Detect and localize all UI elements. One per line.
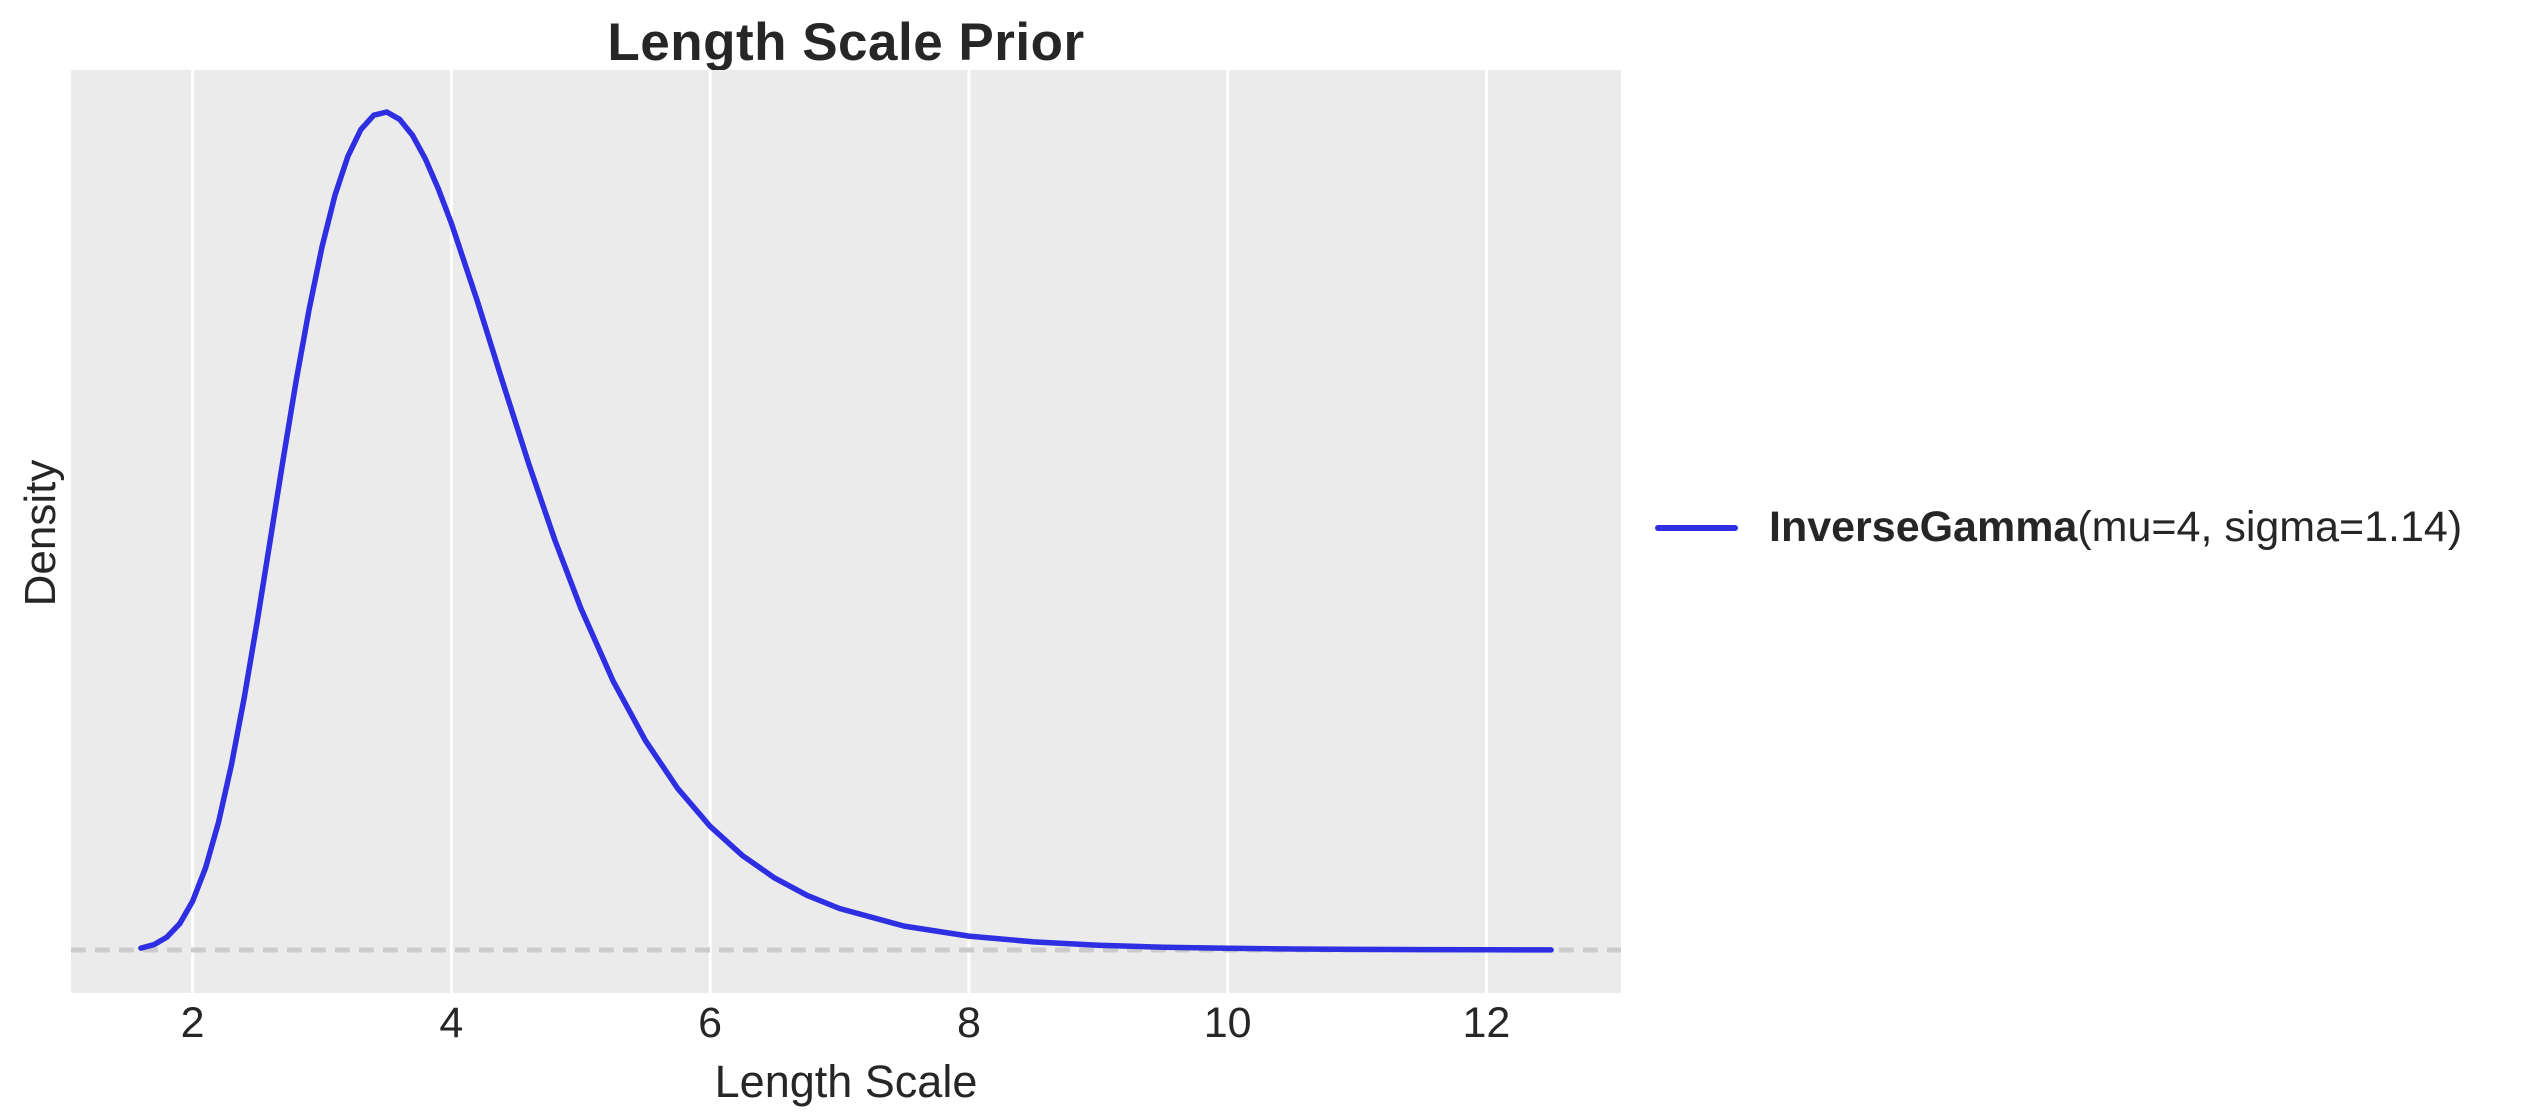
plot-svg: [71, 70, 1621, 993]
density-curve: [138, 109, 1554, 953]
legend-params: (mu=4, sigma=1.14): [2077, 503, 2463, 551]
x-axis-label: Length Scale: [714, 1056, 978, 1107]
x-tick-label-6: 6: [698, 999, 723, 1047]
legend-line-swatch: [1655, 524, 1738, 531]
x-tick-label-12: 12: [1462, 999, 1511, 1047]
legend-label: InverseGamma(mu=4, sigma=1.14): [1769, 503, 2462, 552]
chart-title: Length Scale Prior: [607, 13, 1085, 72]
y-axis-label: Density: [16, 459, 65, 607]
x-tick-labels: 2 4 6 8 10 12: [71, 999, 1621, 1055]
x-tick-label-10: 10: [1203, 999, 1252, 1047]
x-tick-label-2: 2: [180, 999, 205, 1047]
legend-dist-name: InverseGamma: [1769, 503, 2078, 551]
x-tick-label-8: 8: [956, 999, 981, 1047]
legend: InverseGamma(mu=4, sigma=1.14): [1655, 503, 2462, 552]
x-tick-label-4: 4: [439, 999, 464, 1047]
plot-area: [71, 70, 1621, 993]
